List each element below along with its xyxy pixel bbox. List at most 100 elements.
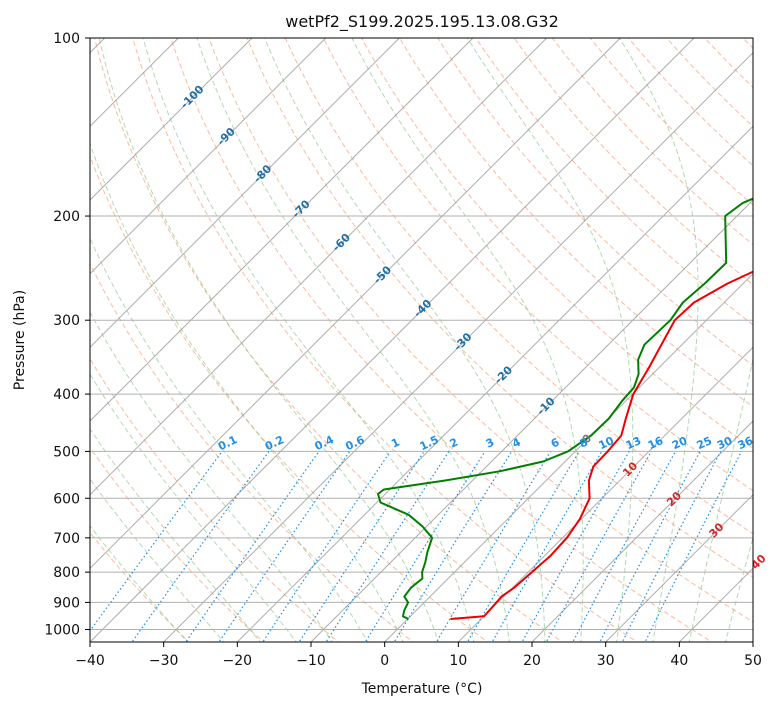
mixing-ratio-line [325, 451, 450, 642]
y-tick-label: 300 [53, 313, 80, 329]
mixing-ratio-labels: 0.1 0.2 0.4 0.6 1 1.5 2 3 4 6 8 10 13 16 20 25 30 36 [216, 433, 755, 453]
x-axis-ticks: −40 −30 −20 −10 0 10 20 30 40 50 [75, 642, 762, 669]
mixing-ratio-label: 0.1 [216, 433, 239, 453]
mixing-ratio-label: 16 [646, 434, 666, 452]
mixing-ratio-line [364, 451, 486, 642]
dry-adiabat-line [170, 38, 713, 642]
isotherm-label: -80 [251, 162, 274, 185]
isotherm-line [90, 38, 621, 570]
mixing-ratio-line [298, 451, 425, 642]
y-tick-label: 900 [53, 595, 80, 611]
dry-adiabat-line [360, 38, 753, 449]
mixing-ratio-line [545, 451, 652, 642]
mixing-ratio-line [435, 451, 552, 642]
x-tick-label: 0 [380, 653, 389, 669]
x-tick-label: −30 [149, 653, 179, 669]
mixing-ratio-label: 0.4 [313, 433, 336, 453]
isotherm-line [90, 38, 474, 422]
isotherm-label: -50 [371, 263, 394, 286]
mixing-ratio-line [599, 451, 701, 642]
isotherm-line [605, 493, 753, 642]
isotherm-line [90, 38, 400, 349]
y-tick-label: 400 [53, 387, 80, 403]
isotherm-line [90, 38, 548, 496]
moist-adiabat-line [90, 373, 297, 642]
dry-adiabat-line [704, 38, 753, 88]
x-tick-label: 10 [449, 653, 467, 669]
isotherm-line [90, 38, 253, 201]
mixing-ratio-label: 36 [736, 434, 756, 452]
isotherm-line [90, 38, 695, 642]
dry-adiabat-line [132, 38, 638, 642]
y-tick-label: 700 [53, 531, 80, 547]
mixing-ratio-line [621, 451, 722, 642]
mixing-ratio-label: 13 [624, 434, 643, 452]
mixing-ratio-line [644, 451, 743, 642]
y-axis-label: Pressure (hPa) [12, 290, 28, 390]
mixing-ratio-label: 3 [484, 436, 496, 451]
temperature-profile-line [450, 270, 753, 620]
mixing-ratio-label: 1 [389, 436, 401, 451]
mixing-ratio-label: 2 [448, 436, 460, 451]
moist-adiabat-line [90, 237, 369, 642]
isotherm-label: -30 [451, 330, 474, 353]
dry-adiabat-line [475, 38, 753, 326]
dewpoint-profile-line [377, 197, 753, 620]
x-tick-label: 30 [597, 653, 615, 669]
dry-adiabat-line [90, 357, 340, 642]
y-tick-label: 200 [53, 209, 80, 225]
isotherm-line [752, 641, 753, 642]
x-tick-label: 50 [744, 653, 762, 669]
mixing-ratio-line [572, 451, 677, 642]
isotherm-line [310, 199, 753, 642]
dry-adiabat-line [90, 262, 414, 642]
dry-adiabat-line [322, 38, 753, 492]
y-tick-label: 500 [53, 444, 80, 460]
mixing-ratio-line [131, 451, 270, 642]
dry-adiabat-line [246, 38, 753, 578]
isotherm-line [457, 346, 753, 642]
mixing-ratio-label: 20 [670, 434, 690, 452]
y-axis-ticks: 1000 900 800 700 600 500 400 300 200 100 [44, 31, 90, 638]
moist-adiabat-line [90, 428, 261, 642]
mixing-ratio-line [218, 451, 351, 642]
dry-adiabat-line [437, 38, 753, 367]
x-axis-label: Temperature (°C) [361, 681, 483, 697]
y-tick-label: 600 [53, 491, 80, 507]
mixing-ratio-label: 30 [715, 434, 735, 452]
mixing-ratio-line [90, 451, 223, 632]
isotherm-line [678, 567, 753, 642]
dry-adiabat-line [90, 446, 265, 642]
isotherm-label: 40 [749, 552, 769, 572]
x-tick-label: −20 [223, 653, 253, 669]
isotherm-line [90, 38, 327, 275]
moist-adiabat-line [90, 142, 404, 642]
y-tick-label: 800 [53, 565, 80, 581]
dry-adiabat-line [90, 154, 489, 642]
mixing-ratio-lines [90, 451, 743, 642]
moist-adiabat-line [90, 311, 333, 642]
isotherm-line [384, 272, 753, 642]
x-tick-label: −10 [296, 653, 326, 669]
isotherm-line [531, 420, 753, 642]
y-tick-label: 1000 [44, 622, 80, 638]
moist-adiabat-line [618, 38, 699, 642]
mixing-ratio-label: 10 [597, 434, 617, 452]
dry-adiabat-line [93, 38, 564, 642]
chart-title: wetPf2_S199.2025.195.13.08.G32 [285, 12, 559, 32]
mixing-ratio-line [262, 451, 391, 642]
dry-adiabats [90, 38, 753, 642]
moist-adiabat-line [90, 478, 225, 642]
mixing-ratio-line [393, 451, 513, 642]
mixing-ratio-label: 0.6 [343, 433, 366, 453]
mixing-ratio-label: 1.5 [418, 433, 441, 453]
dry-adiabat-line [589, 38, 753, 206]
y-tick-label: 100 [53, 31, 80, 47]
mixing-ratio-line [185, 451, 320, 642]
dry-adiabat-line [208, 38, 753, 623]
moist-adiabats [90, 38, 753, 642]
x-tick-label: −40 [75, 653, 105, 669]
mixing-ratio-line [466, 451, 580, 642]
